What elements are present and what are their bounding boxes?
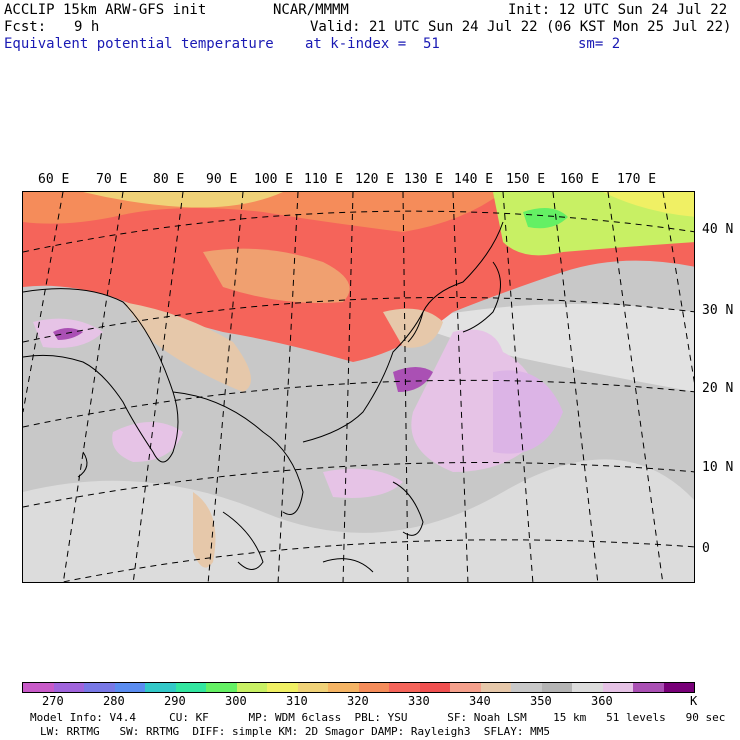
moist-core: [393, 367, 433, 392]
org-label: NCAR/MMMM: [273, 2, 349, 18]
colorbar-unit: K: [690, 694, 698, 708]
lon-label: 150 E: [506, 172, 546, 187]
moist-region: [323, 468, 403, 498]
colorbar-tick: 320: [347, 694, 369, 708]
colorbar-swatch: [175, 683, 206, 692]
colorbar-swatch: [114, 683, 145, 692]
graticule: [23, 192, 694, 582]
lat-label: 40 N: [702, 222, 734, 237]
lat-label: 20 N: [702, 381, 734, 396]
theta-e-map: [22, 191, 695, 583]
tan-region: [193, 492, 216, 568]
colorbar-swatch: [602, 683, 633, 692]
colorbar-tick: 280: [103, 694, 125, 708]
lon-label: 60 E: [38, 172, 70, 187]
model-info-line2: LW: RRTMG SW: RRTMG DIFF: simple KM: 2D …: [40, 725, 550, 738]
lon-label: 120 E: [355, 172, 395, 187]
cool-region: [603, 192, 694, 217]
fcst-value: 9 h: [74, 19, 100, 35]
warm-region: [83, 192, 283, 208]
colorbar-swatch: [511, 683, 542, 692]
colorbar-swatch: [297, 683, 328, 692]
cool-region: [523, 208, 568, 229]
valid-time: Valid: 21 UTC Sun 24 Jul 22 (06 KST Mon …: [310, 19, 732, 35]
init-time: Init: 12 UTC Sun 24 Jul 22: [508, 2, 728, 18]
moist-region: [112, 422, 183, 462]
colorbar-swatch: [663, 683, 694, 692]
lon-label: 90 E: [206, 172, 238, 187]
lon-label: 70 E: [96, 172, 128, 187]
cool-region: [493, 192, 694, 256]
model-info-line1: Model Info: V4.4 CU: KF MP: WDM 6class P…: [30, 711, 726, 724]
field-name: Equivalent potential temperature: [4, 36, 274, 52]
tan-region: [123, 302, 251, 392]
coastlines: [23, 221, 504, 573]
colorbar-swatch: [206, 683, 237, 692]
lat-label: 30 N: [702, 303, 734, 318]
colorbar-tick: 360: [591, 694, 613, 708]
smoothing: sm= 2: [578, 36, 621, 52]
colorbar-swatch: [53, 683, 84, 692]
colorbar-swatch: [328, 683, 359, 692]
moist-core: [53, 328, 83, 340]
colorbar-swatch: [480, 683, 511, 692]
lon-label: 140 E: [454, 172, 494, 187]
colorbar-swatch: [389, 683, 420, 692]
warm-region: [203, 248, 350, 303]
fcst-label: Fcst:: [4, 19, 47, 35]
colorbar-tick: 350: [530, 694, 552, 708]
colorbar-tick: 340: [469, 694, 491, 708]
lat-label: 10 N: [702, 460, 734, 475]
colorbar-swatch: [450, 683, 481, 692]
colorbar-tick: 300: [225, 694, 247, 708]
lat-label: 0: [702, 541, 710, 556]
colorbar-swatch: [633, 683, 664, 692]
lon-label: 100 E: [254, 172, 294, 187]
colorbar: [22, 682, 695, 693]
lon-label: 130 E: [404, 172, 444, 187]
colorbar-tick: 270: [42, 694, 64, 708]
colorbar-swatch: [145, 683, 176, 692]
level-index: at k-index = 51: [305, 36, 440, 52]
lon-label: 80 E: [153, 172, 185, 187]
colorbar-swatch: [236, 683, 267, 692]
colorbar-swatch: [419, 683, 450, 692]
colorbar-swatch: [23, 683, 54, 692]
colorbar-swatch: [358, 683, 389, 692]
lon-label: 170 E: [617, 172, 657, 187]
lon-label: 160 E: [560, 172, 600, 187]
model-title: ACCLIP 15km ARW-GFS init: [4, 2, 207, 18]
colorbar-swatch: [267, 683, 298, 692]
colorbar-tick: 310: [286, 694, 308, 708]
colorbar-swatch: [84, 683, 115, 692]
colorbar-tick: 330: [408, 694, 430, 708]
colorbar-swatch: [541, 683, 572, 692]
moist-region: [493, 370, 563, 454]
colorbar-tick: 290: [164, 694, 186, 708]
colorbar-swatch: [572, 683, 603, 692]
lon-label: 110 E: [304, 172, 344, 187]
